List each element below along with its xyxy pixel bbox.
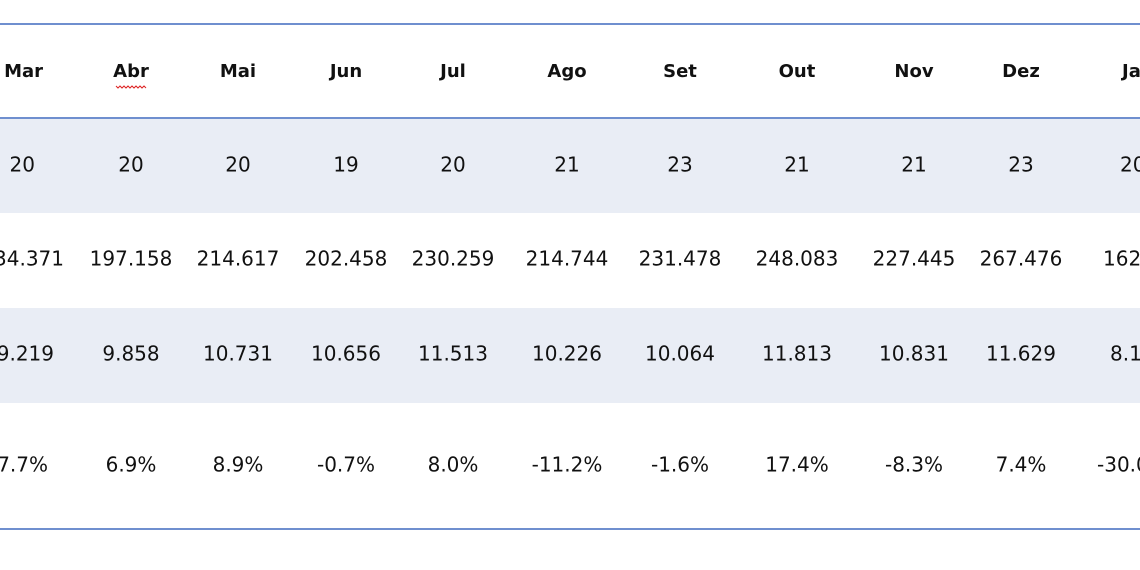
column-header: Jun: [328, 61, 362, 82]
cell: 231.478: [639, 247, 722, 271]
cell: 21: [901, 153, 926, 177]
cell: 9.219: [0, 342, 54, 366]
cell: 9.858: [102, 342, 159, 366]
cell: 11.813: [762, 342, 832, 366]
cell: -8.3%: [885, 453, 943, 477]
cell: -0.7%: [317, 453, 375, 477]
column-header: Abr: [113, 61, 149, 82]
cell: 230.259: [412, 247, 495, 271]
cell: 162.9: [1103, 247, 1140, 271]
cell: 20: [118, 153, 143, 177]
cell: 10.226: [532, 342, 602, 366]
column-header: Jul: [438, 61, 466, 82]
cell: 21: [784, 153, 809, 177]
cell: 10.731: [203, 342, 273, 366]
column-header: Mai: [220, 61, 256, 82]
cell: 20: [1120, 153, 1140, 177]
cell: -11.2%: [532, 453, 603, 477]
cell: 267.476: [980, 247, 1063, 271]
cell: 227.445: [873, 247, 956, 271]
cell: 6.9%: [106, 453, 157, 477]
cell: 7.4%: [996, 453, 1047, 477]
cell: 21: [554, 153, 579, 177]
cell: 17.4%: [765, 453, 829, 477]
cell: 8.14: [1110, 342, 1140, 366]
cell: 20: [10, 153, 35, 177]
column-header: Ago: [547, 61, 586, 82]
spellcheck-underline: [115, 85, 147, 89]
cell: -30.0: [1097, 453, 1140, 477]
cell: 19: [333, 153, 358, 177]
cell: -1.6%: [651, 453, 709, 477]
cell: 10.064: [645, 342, 715, 366]
cell: 20: [225, 153, 250, 177]
cell: 214.744: [526, 247, 609, 271]
row-shade: [0, 118, 1140, 213]
cell: 10.831: [879, 342, 949, 366]
column-header: Mar: [4, 61, 43, 82]
cell: 11.513: [418, 342, 488, 366]
column-header: Nov: [894, 61, 933, 82]
cell: 10.656: [311, 342, 381, 366]
cell: 202.458: [305, 247, 388, 271]
cell: 7.7%: [0, 453, 48, 477]
cell: 23: [1008, 153, 1033, 177]
cell: 248.083: [756, 247, 839, 271]
cell: 34.371: [0, 247, 64, 271]
cell: 197.158: [90, 247, 173, 271]
cell: 8.0%: [428, 453, 479, 477]
cell: 20: [440, 153, 465, 177]
cell: 11.629: [986, 342, 1056, 366]
column-header: Jar: [1120, 61, 1140, 82]
cell: 8.9%: [213, 453, 264, 477]
column-header: Set: [663, 61, 697, 82]
column-header: Dez: [1002, 61, 1040, 82]
row-shade: [0, 308, 1140, 403]
column-header: Out: [779, 61, 816, 82]
cell: 23: [667, 153, 692, 177]
cell: 214.617: [197, 247, 280, 271]
